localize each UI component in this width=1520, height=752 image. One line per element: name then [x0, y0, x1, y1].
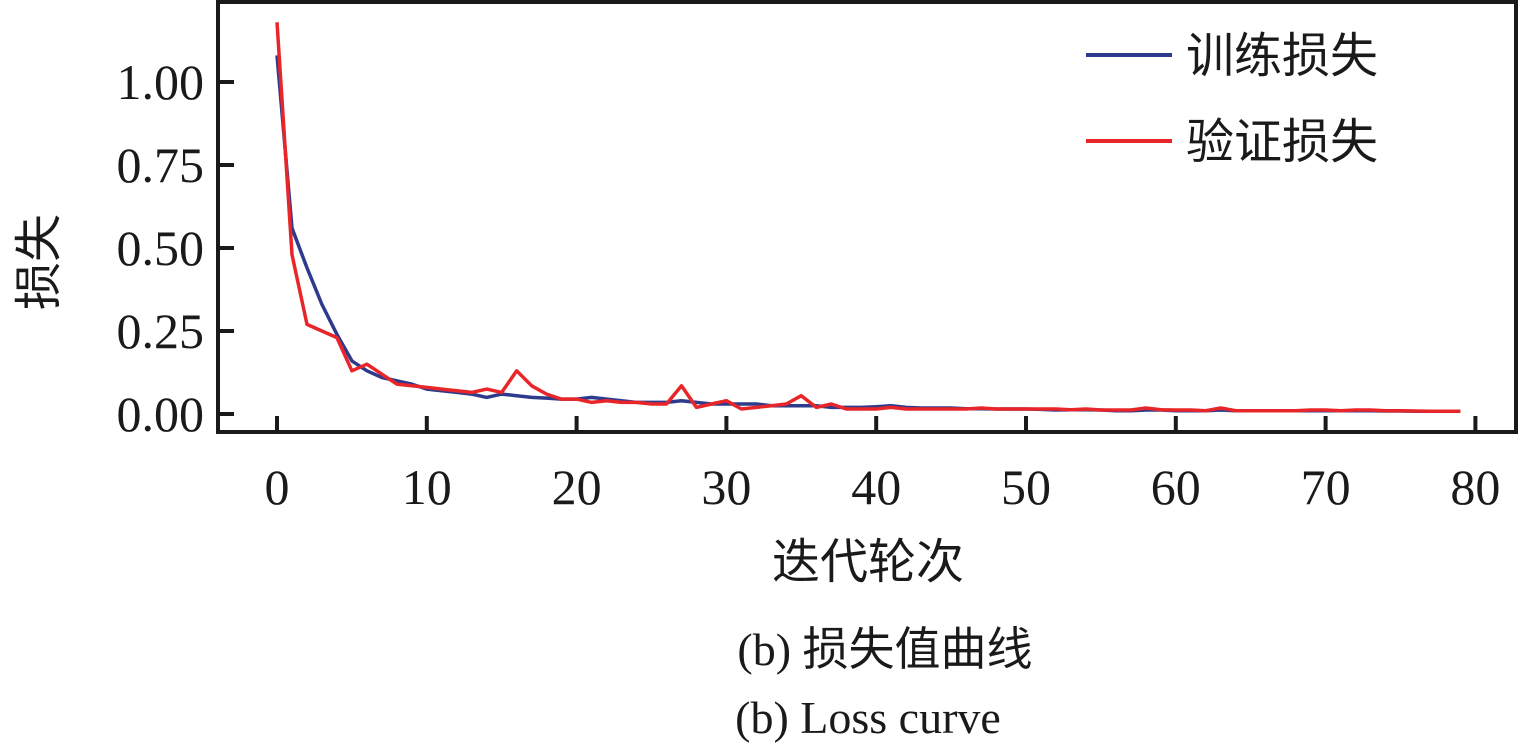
plot-area: [216, 0, 1518, 434]
y-tick-label: 0.75: [117, 137, 205, 193]
y-axis-label: 损失: [13, 214, 66, 310]
legend-label: 验证损失: [1186, 116, 1378, 169]
legend-label: 训练损失: [1186, 30, 1378, 83]
y-tick-label: 0.50: [117, 220, 205, 276]
y-tick-label: 1.00: [117, 54, 205, 110]
y-tick-label: 0.25: [117, 303, 205, 359]
series-line-train: [275, 55, 1461, 414]
x-tick-label: 80: [1450, 459, 1500, 515]
series-line-val: [275, 22, 1461, 414]
x-tick-label: 20: [552, 459, 602, 515]
x-tick-label: 60: [1151, 459, 1201, 515]
x-axis-label: 迭代轮次: [772, 536, 964, 589]
caption-en: (b) Loss curve: [735, 692, 1001, 743]
x-tick-label: 0: [265, 459, 290, 515]
caption-zh: (b) 损失值曲线: [737, 624, 1032, 675]
y-axis: 0.00 0.25 0.50 0.75 1.00: [117, 54, 234, 442]
x-tick-label: 70: [1301, 459, 1351, 515]
x-tick-label: 10: [402, 459, 452, 515]
x-axis: 0 10 20 30 40 50 60 70 80: [265, 416, 1500, 515]
y-tick-label: 0.00: [117, 386, 205, 442]
x-tick-label: 30: [701, 459, 751, 515]
x-tick-label: 50: [1001, 459, 1051, 515]
x-tick-label: 40: [851, 459, 901, 515]
plot-frame: [216, 0, 1518, 434]
